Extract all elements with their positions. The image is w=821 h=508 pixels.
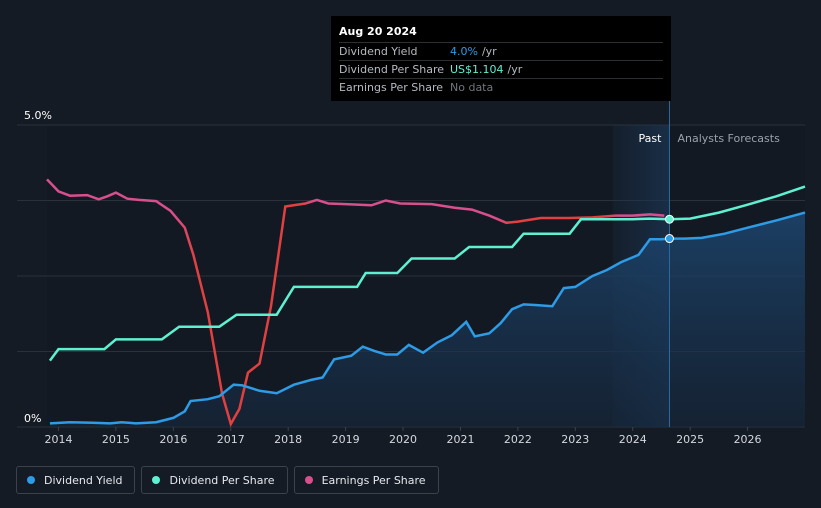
tooltip-value: US$1.104 (450, 63, 504, 76)
x-tick-label: 2025 (676, 433, 704, 446)
x-tick-label: 2020 (389, 433, 417, 446)
x-tick-label: 2015 (102, 433, 130, 446)
x-tick-label: 2026 (734, 433, 762, 446)
tooltip-label: Earnings Per Share (339, 81, 444, 94)
tooltip-value: 4.0% (450, 45, 478, 58)
tooltip-unit: /yr (481, 45, 497, 58)
dividend-yield-line (49, 211, 806, 425)
legend-label: Dividend Per Share (169, 473, 275, 487)
tooltip-row-earnings-per-share: Earnings Per Share No data (339, 78, 663, 96)
legend-dividend-yield[interactable]: Dividend Yield (16, 466, 136, 494)
legend-label: Dividend Yield (44, 473, 123, 487)
x-tick-label: 2016 (159, 433, 187, 446)
tooltip-row-dividend-yield: Dividend Yield 4.0% /yr (339, 42, 663, 60)
legend: Dividend Yield Dividend Per Share Earnin… (16, 466, 439, 494)
x-tick-label: 2021 (446, 433, 474, 446)
tooltip-date: Aug 20 2024 (339, 25, 417, 38)
legend-label: Earnings Per Share (321, 473, 426, 487)
series-marker (664, 234, 674, 244)
earnings-per-share-dot-icon (304, 476, 313, 484)
legend-earnings-per-share[interactable]: Earnings Per Share (293, 466, 439, 494)
legend-dividend-per-share[interactable]: Dividend Per Share (141, 466, 288, 494)
y-tick-label: 5.0% (24, 109, 52, 122)
tooltip-unit: /yr (507, 63, 523, 76)
tooltip-value: No data (450, 81, 494, 94)
y-axis: 5.0% 0% (24, 109, 52, 425)
past-label: Past (639, 132, 663, 145)
earnings-per-share-line (46, 178, 665, 428)
tooltip-row-dividend-per-share: Dividend Per Share US$1.104 /yr (339, 60, 663, 78)
x-axis: 2014 2015 2016 2017 2018 2019 2020 2021 2022 2023… (44, 427, 762, 446)
tooltip-label: Dividend Per Share (339, 63, 445, 76)
x-tick-label: 2023 (561, 433, 589, 446)
dividend-yield-dot-icon (27, 476, 35, 484)
marker-group (664, 214, 674, 244)
x-tick-label: 2017 (217, 433, 245, 446)
series-marker (664, 214, 674, 224)
x-tick-label: 2019 (332, 433, 360, 446)
x-tick-label: 2022 (504, 433, 532, 446)
tooltip-label: Dividend Yield (339, 45, 418, 58)
x-tick-label: 2024 (619, 433, 647, 446)
tooltip: Aug 20 2024 Dividend Yield 4.0% /yr Divi… (331, 16, 671, 101)
dividend-per-share-line (48, 185, 806, 362)
x-tick-label: 2014 (44, 433, 72, 446)
x-tick-label: 2018 (274, 433, 302, 446)
dividend-per-share-dot-icon (152, 476, 161, 484)
y-tick-label: 0% (24, 412, 41, 425)
analysts-forecasts-label: Analysts Forecasts (677, 132, 780, 145)
